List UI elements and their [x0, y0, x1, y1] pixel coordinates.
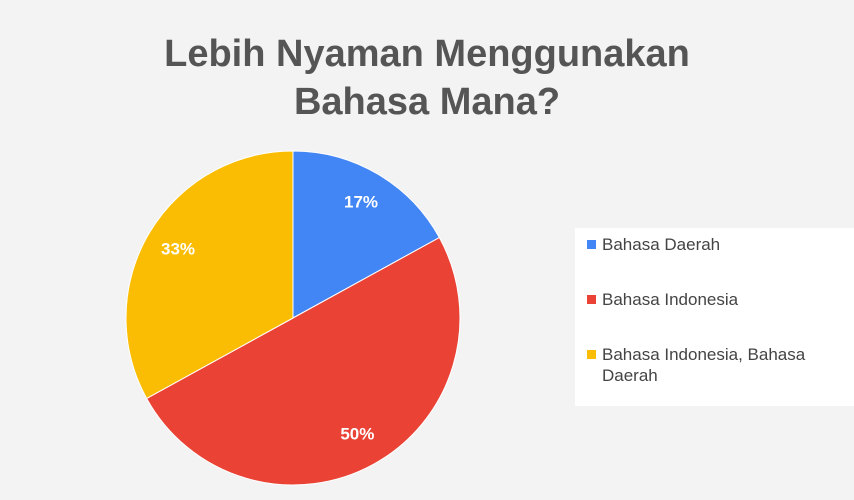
data-label: 17% [344, 192, 378, 211]
legend: Bahasa Daerah Bahasa Indonesia Bahasa Indo… [575, 228, 854, 406]
legend-label: Bahasa Daerah [602, 235, 721, 254]
legend-item: Bahasa Indonesia [587, 289, 842, 310]
legend-item: Bahasa Indonesia, Bahasa Daerah [587, 344, 842, 386]
pie-slice [292, 150, 441, 319]
legend-swatch [587, 240, 596, 249]
pie-slice [145, 236, 461, 486]
data-label: 33% [161, 239, 195, 258]
legend-label: Bahasa Indonesia, Bahasa Daerah [602, 345, 806, 385]
legend-swatch [587, 295, 596, 304]
legend-item: Bahasa Daerah [587, 234, 842, 255]
chart-title: Lebih Nyaman Menggunakan Bahasa Mana? [164, 33, 690, 123]
legend-swatch [587, 350, 596, 359]
pie-slice [125, 150, 294, 400]
legend-label: Bahasa Indonesia [602, 290, 739, 309]
data-label: 50% [340, 425, 374, 444]
